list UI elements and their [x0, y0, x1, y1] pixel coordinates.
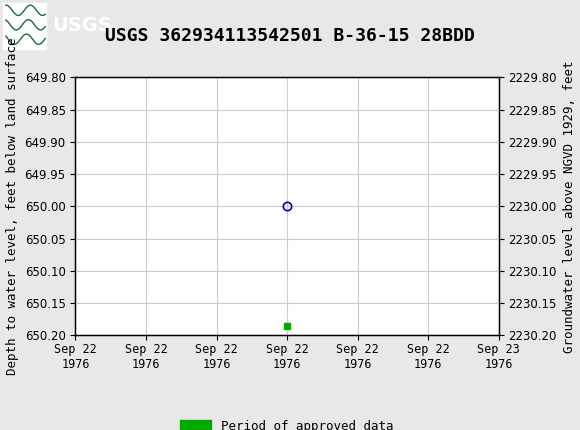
Y-axis label: Groundwater level above NGVD 1929, feet: Groundwater level above NGVD 1929, feet: [563, 60, 576, 353]
Legend: Period of approved data: Period of approved data: [175, 415, 399, 430]
FancyBboxPatch shape: [3, 3, 46, 49]
Y-axis label: Depth to water level, feet below land surface: Depth to water level, feet below land su…: [6, 38, 19, 375]
Text: USGS: USGS: [52, 16, 112, 35]
Text: USGS 362934113542501 B-36-15 28BDD: USGS 362934113542501 B-36-15 28BDD: [105, 27, 475, 45]
